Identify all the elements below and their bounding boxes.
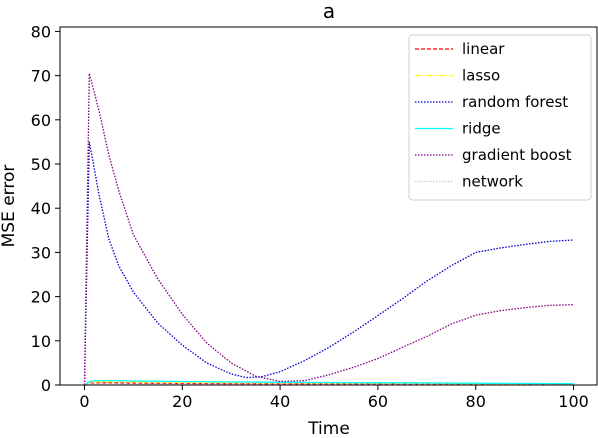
- x-tick-label: 20: [172, 392, 192, 411]
- y-tick-label: 60: [31, 111, 51, 130]
- legend-label: network: [462, 173, 523, 191]
- y-tick-label: 40: [31, 199, 51, 218]
- y-tick-label: 70: [31, 67, 51, 86]
- y-tick-label: 20: [31, 288, 51, 307]
- y-axis-label: MSE error: [0, 165, 19, 248]
- legend-label: lasso: [462, 67, 500, 85]
- y-tick-label: 10: [31, 332, 51, 351]
- y-tick-label: 0: [41, 376, 51, 395]
- x-tick-label: 80: [466, 392, 486, 411]
- x-axis-label: Time: [307, 419, 350, 438]
- x-tick-label: 40: [270, 392, 290, 411]
- x-tick-label: 60: [368, 392, 388, 411]
- legend-label: ridge: [462, 120, 501, 138]
- x-tick-label: 0: [79, 392, 89, 411]
- legend: linear lasso random forest ridge gradient bo…: [408, 34, 592, 201]
- series-line-lasso: [84, 380, 574, 386]
- y-tick-label: 30: [31, 243, 51, 262]
- legend-label: random forest: [462, 93, 568, 111]
- series-line-gradient-boost: [83, 73, 574, 386]
- series-line-random-forest: [83, 141, 574, 386]
- plot-frame: [59, 26, 598, 386]
- legend-label: gradient boost: [462, 146, 572, 164]
- y-tick-label: 50: [31, 155, 51, 174]
- y-tick-label: 80: [31, 22, 51, 41]
- chart-title: a: [323, 0, 335, 23]
- legend-label: linear: [462, 40, 505, 58]
- series-line-ridge: [84, 379, 574, 386]
- x-tick-label: 100: [558, 392, 589, 411]
- legend-box: [408, 34, 592, 201]
- axes-layer: 0 20 40 60 80 100 0 10 20 30 40 50 60 70 80: [31, 22, 598, 411]
